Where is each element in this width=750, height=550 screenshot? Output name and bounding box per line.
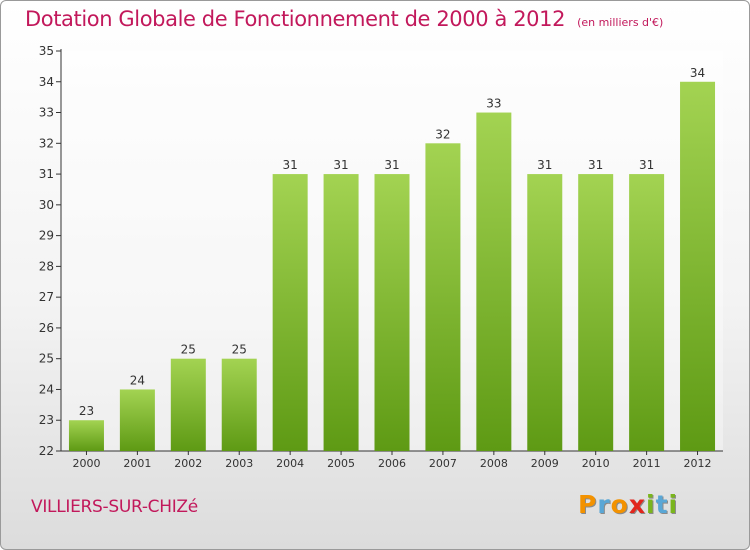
unit-label: (en milliers d'€) <box>577 16 664 29</box>
bar <box>323 174 359 452</box>
data-label: 31 <box>588 158 603 172</box>
bar <box>578 174 614 452</box>
data-label: 25 <box>181 343 196 357</box>
y-tick-label: 26 <box>39 321 54 335</box>
bar <box>629 174 665 452</box>
data-label: 34 <box>690 66 705 80</box>
y-tick-label: 35 <box>39 44 54 58</box>
y-tick-label: 27 <box>39 290 54 304</box>
data-label: 33 <box>486 97 501 111</box>
data-label: 31 <box>333 158 348 172</box>
bar <box>119 389 155 451</box>
data-label: 24 <box>130 373 145 387</box>
data-label: 31 <box>384 158 399 172</box>
y-tick-label: 34 <box>39 75 54 89</box>
data-label: 31 <box>283 158 298 172</box>
x-tick-label: 2010 <box>582 457 610 470</box>
logo-letter: r <box>597 490 611 519</box>
x-tick-label: 2007 <box>429 457 457 470</box>
y-tick-label: 23 <box>39 413 54 427</box>
bar <box>170 358 206 451</box>
bar <box>476 112 512 452</box>
y-tick-label: 33 <box>39 106 54 120</box>
x-tick-label: 2009 <box>531 457 559 470</box>
x-tick-label: 2003 <box>225 457 253 470</box>
y-tick-label: 30 <box>39 198 54 212</box>
x-tick-label: 2001 <box>123 457 151 470</box>
bar <box>680 81 716 452</box>
x-tick-label: 2004 <box>276 457 304 470</box>
x-tick-label: 2006 <box>378 457 406 470</box>
x-tick-label: 2005 <box>327 457 355 470</box>
data-label: 31 <box>537 158 552 172</box>
logo-letter: i <box>646 490 656 519</box>
logo-letter: o <box>610 490 629 519</box>
y-tick-label: 32 <box>39 136 54 150</box>
proxiti-logo: Proxiti <box>578 490 678 519</box>
data-label: 32 <box>435 127 450 141</box>
x-tick-label: 2002 <box>174 457 202 470</box>
data-label: 31 <box>639 158 654 172</box>
bar <box>374 174 410 452</box>
data-label: 23 <box>79 404 94 418</box>
x-tick-label: 2012 <box>684 457 712 470</box>
data-label: 25 <box>232 343 247 357</box>
y-tick-label: 31 <box>39 167 54 181</box>
y-tick-label: 28 <box>39 259 54 273</box>
bar <box>68 420 104 451</box>
chart-title: Dotation Globale de Fonctionnement de 20… <box>25 7 663 31</box>
y-tick-label: 22 <box>39 444 54 458</box>
bar <box>221 358 257 451</box>
x-tick-label: 2000 <box>72 457 100 470</box>
title-text: Dotation Globale de Fonctionnement de 20… <box>25 7 566 31</box>
y-tick-label: 29 <box>39 229 54 243</box>
y-tick-label: 24 <box>39 382 54 396</box>
bar <box>272 174 308 452</box>
commune-name: VILLIERS-SUR-CHIZé <box>31 497 198 517</box>
x-tick-label: 2011 <box>633 457 661 470</box>
x-tick-label: 2008 <box>480 457 508 470</box>
logo-letter: i <box>668 490 679 519</box>
bar <box>425 143 461 452</box>
bar <box>527 174 563 452</box>
logo-letter: x <box>628 490 646 519</box>
logo-letter: t <box>655 490 669 519</box>
logo-letter: P <box>578 490 598 519</box>
y-tick-label: 25 <box>39 352 54 366</box>
